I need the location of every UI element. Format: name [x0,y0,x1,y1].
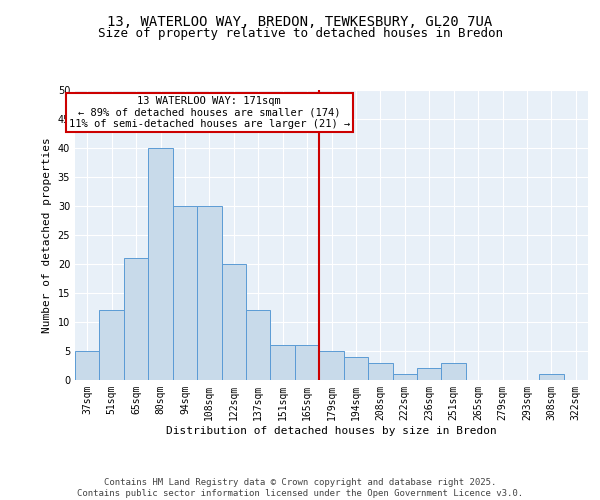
Y-axis label: Number of detached properties: Number of detached properties [42,137,52,333]
Bar [417,368,442,380]
Text: Contains HM Land Registry data © Crown copyright and database right 2025.
Contai: Contains HM Land Registry data © Crown c… [77,478,523,498]
Bar [124,258,148,380]
Text: 13 WATERLOO WAY: 171sqm
← 89% of detached houses are smaller (174)
11% of semi-d: 13 WATERLOO WAY: 171sqm ← 89% of detache… [69,96,350,129]
Bar [271,345,295,380]
Bar [173,206,197,380]
Bar [295,345,319,380]
X-axis label: Distribution of detached houses by size in Bredon: Distribution of detached houses by size … [166,426,497,436]
Bar [319,351,344,380]
Bar [100,310,124,380]
Bar [197,206,221,380]
Bar [442,362,466,380]
Bar [75,351,100,380]
Bar [246,310,271,380]
Bar [539,374,563,380]
Bar [221,264,246,380]
Bar [368,362,392,380]
Bar [392,374,417,380]
Bar [148,148,173,380]
Text: Size of property relative to detached houses in Bredon: Size of property relative to detached ho… [97,28,503,40]
Bar [344,357,368,380]
Text: 13, WATERLOO WAY, BREDON, TEWKESBURY, GL20 7UA: 13, WATERLOO WAY, BREDON, TEWKESBURY, GL… [107,15,493,29]
